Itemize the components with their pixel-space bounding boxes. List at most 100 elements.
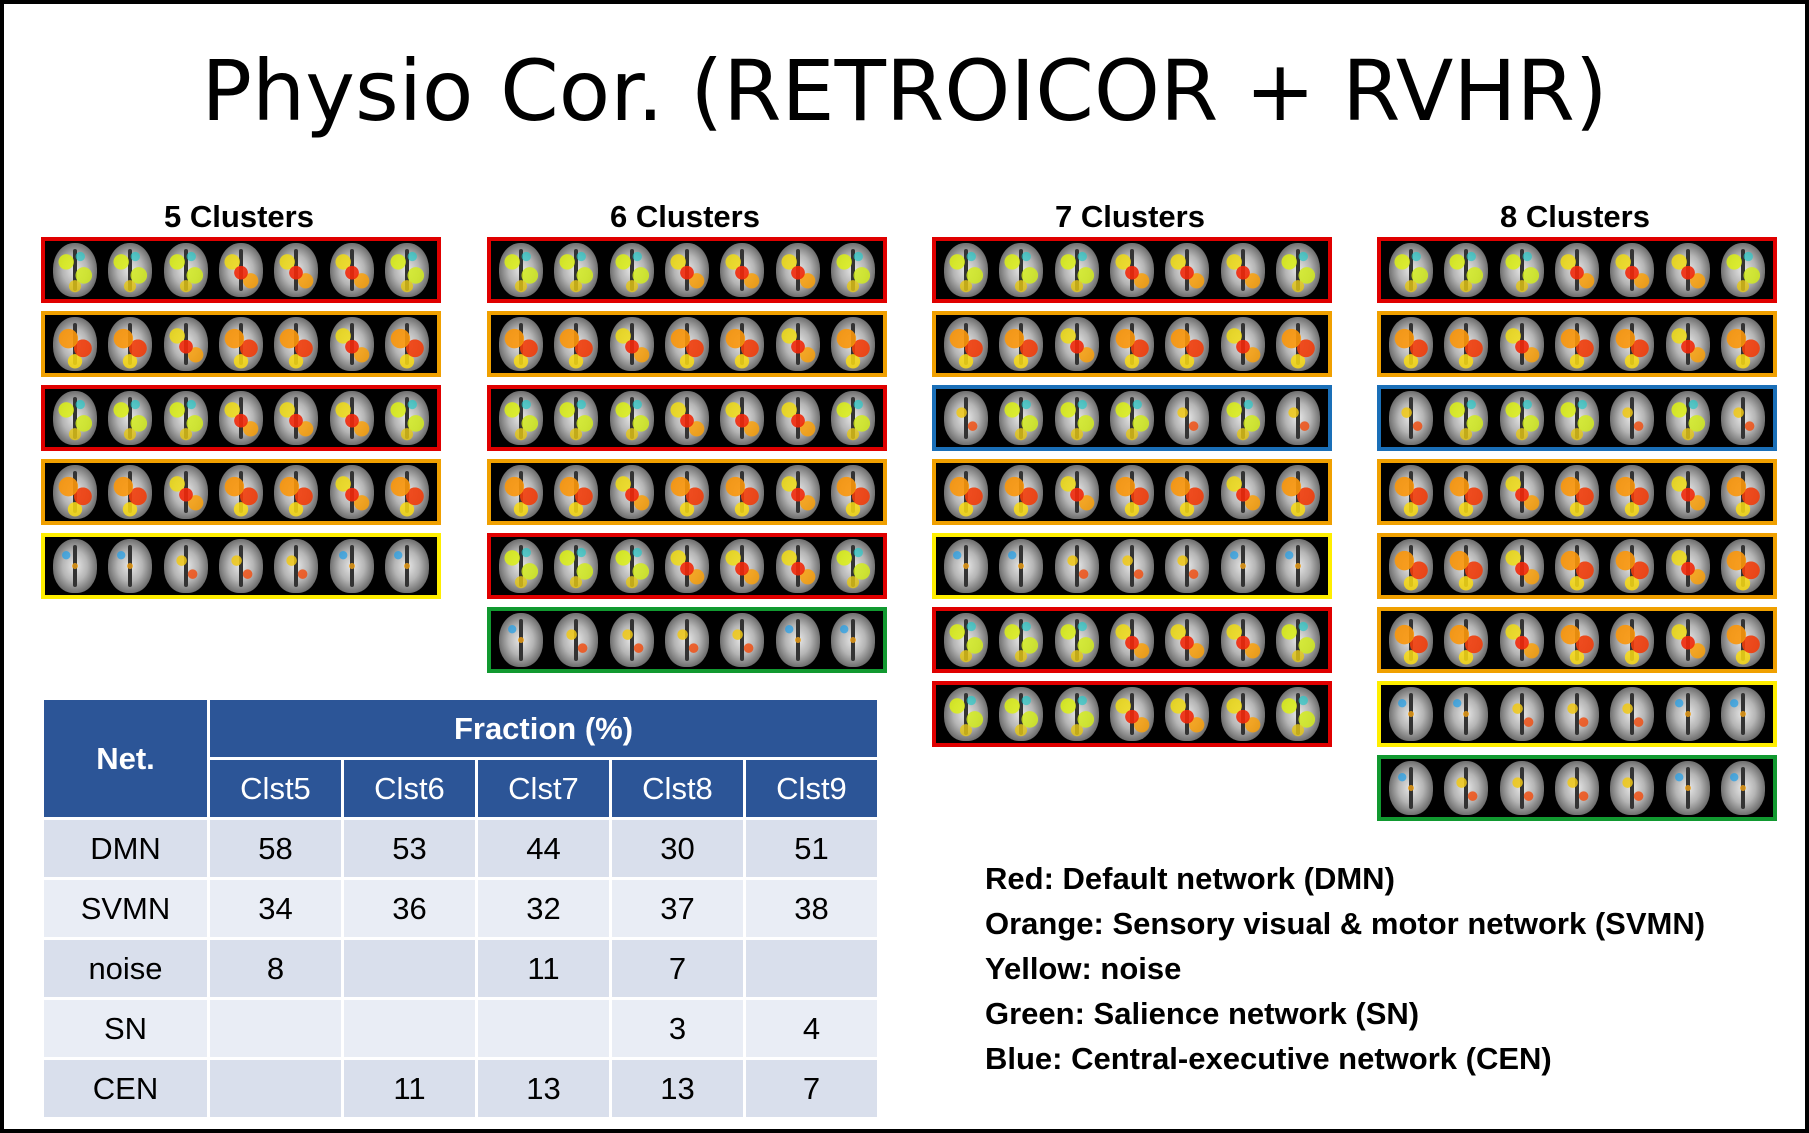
brain-slice-image — [1054, 317, 1099, 371]
brain-slice-image — [1165, 539, 1210, 593]
value-cell — [341, 997, 478, 1060]
brain-slice-image — [1109, 317, 1154, 371]
brain-slice-image — [1276, 613, 1321, 667]
brain-slice-image — [108, 391, 153, 445]
brain-slice-image — [498, 613, 543, 667]
brain-slice-image — [1388, 687, 1433, 741]
net-cell: SVMN — [41, 877, 210, 940]
brain-slice-image — [1165, 687, 1210, 741]
brain-slice-image — [1276, 539, 1321, 593]
brain-slice-image — [1665, 687, 1710, 741]
value-cell: 13 — [475, 1057, 612, 1120]
brain-slice-image — [329, 465, 374, 519]
brain-slice-image — [943, 539, 988, 593]
brain-slice-image — [1220, 613, 1265, 667]
brain-slice-image — [1109, 687, 1154, 741]
brain-slice-image — [1165, 243, 1210, 297]
brain-slice-image — [775, 613, 820, 667]
brain-slice-image — [609, 539, 654, 593]
brain-slice-image — [1499, 539, 1544, 593]
brain-slice-image — [664, 465, 709, 519]
brain-slice-image — [1220, 465, 1265, 519]
brain-slice-image — [163, 243, 208, 297]
brain-slice-image — [52, 243, 97, 297]
value-cell: 32 — [475, 877, 612, 940]
brain-slice-image — [1610, 465, 1655, 519]
brain-slice-image — [498, 243, 543, 297]
brain-slice-image — [1165, 317, 1210, 371]
brain-slice-image — [1109, 613, 1154, 667]
brain-slice-image — [999, 613, 1044, 667]
brain-slice-image — [1554, 317, 1599, 371]
brain-slice-image — [163, 391, 208, 445]
net-cell: SN — [41, 997, 210, 1060]
brain-slice-image — [1388, 539, 1433, 593]
brain-slice-image — [1220, 539, 1265, 593]
brain-slice-image — [385, 465, 430, 519]
brain-slice-image — [1444, 465, 1489, 519]
brain-slice-strip-orange — [1377, 607, 1777, 673]
fraction-table: Net. Fraction (%) Clst5 Clst6 Clst7 Clst… — [41, 697, 880, 1120]
brain-slice-image — [1665, 613, 1710, 667]
value-cell: 3 — [609, 997, 746, 1060]
value-cell: 53 — [341, 817, 478, 880]
brain-slice-image — [163, 539, 208, 593]
value-cell — [743, 937, 880, 1000]
brain-slice-image — [1444, 687, 1489, 741]
value-cell: 58 — [207, 817, 344, 880]
value-cell — [341, 937, 478, 1000]
brain-slice-image — [943, 391, 988, 445]
brain-slice-image — [218, 391, 263, 445]
brain-slice-strip-red — [41, 385, 441, 451]
brain-slice-image — [609, 317, 654, 371]
brain-slice-image — [999, 317, 1044, 371]
brain-slice-image — [1165, 613, 1210, 667]
brain-slice-image — [1721, 687, 1766, 741]
strip-list — [932, 237, 1332, 747]
strip-list — [41, 237, 441, 599]
brain-slice-image — [1220, 391, 1265, 445]
brain-slice-image — [999, 687, 1044, 741]
brain-slice-image — [218, 243, 263, 297]
brain-slice-strip-blue — [1377, 385, 1777, 451]
brain-slice-image — [1388, 391, 1433, 445]
value-cell: 38 — [743, 877, 880, 940]
brain-slice-image — [1499, 391, 1544, 445]
brain-slice-strip-orange — [487, 459, 887, 525]
value-cell: 8 — [207, 937, 344, 1000]
value-cell: 44 — [475, 817, 612, 880]
brain-slice-image — [1610, 317, 1655, 371]
net-cell: DMN — [41, 817, 210, 880]
value-cell: 30 — [609, 817, 746, 880]
column-header: Clst8 — [609, 757, 746, 820]
brain-slice-image — [1665, 317, 1710, 371]
brain-slice-image — [831, 465, 876, 519]
brain-slice-image — [1276, 687, 1321, 741]
brain-slice-image — [1054, 539, 1099, 593]
brain-slice-image — [1499, 761, 1544, 815]
brain-slice-image — [1554, 613, 1599, 667]
brain-slice-image — [274, 465, 319, 519]
brain-slice-image — [1444, 243, 1489, 297]
brain-slice-image — [554, 465, 599, 519]
brain-slice-image — [1054, 613, 1099, 667]
brain-slice-image — [1388, 243, 1433, 297]
brain-slice-image — [498, 391, 543, 445]
brain-slice-strip-red — [41, 237, 441, 303]
brain-slice-image — [1388, 317, 1433, 371]
slide-title: Physio Cor. (RETROICOR + RVHR) — [201, 42, 1608, 140]
legend-item: Orange: Sensory visual & motor network (… — [985, 906, 1706, 941]
legend-item: Green: Salience network (SN) — [985, 996, 1420, 1031]
brain-slice-strip-green — [487, 607, 887, 673]
brain-slice-image — [1054, 687, 1099, 741]
brain-slice-image — [329, 391, 374, 445]
brain-slice-image — [609, 613, 654, 667]
value-cell: 7 — [609, 937, 746, 1000]
value-cell — [207, 997, 344, 1060]
column-header: Clst9 — [743, 757, 880, 820]
value-cell — [207, 1057, 344, 1120]
brain-slice-strip-yellow — [41, 533, 441, 599]
strip-list — [487, 237, 887, 673]
cluster-group-label: 7 Clusters — [1055, 199, 1205, 234]
cluster-group-8: 8 Clusters — [1377, 197, 1777, 829]
